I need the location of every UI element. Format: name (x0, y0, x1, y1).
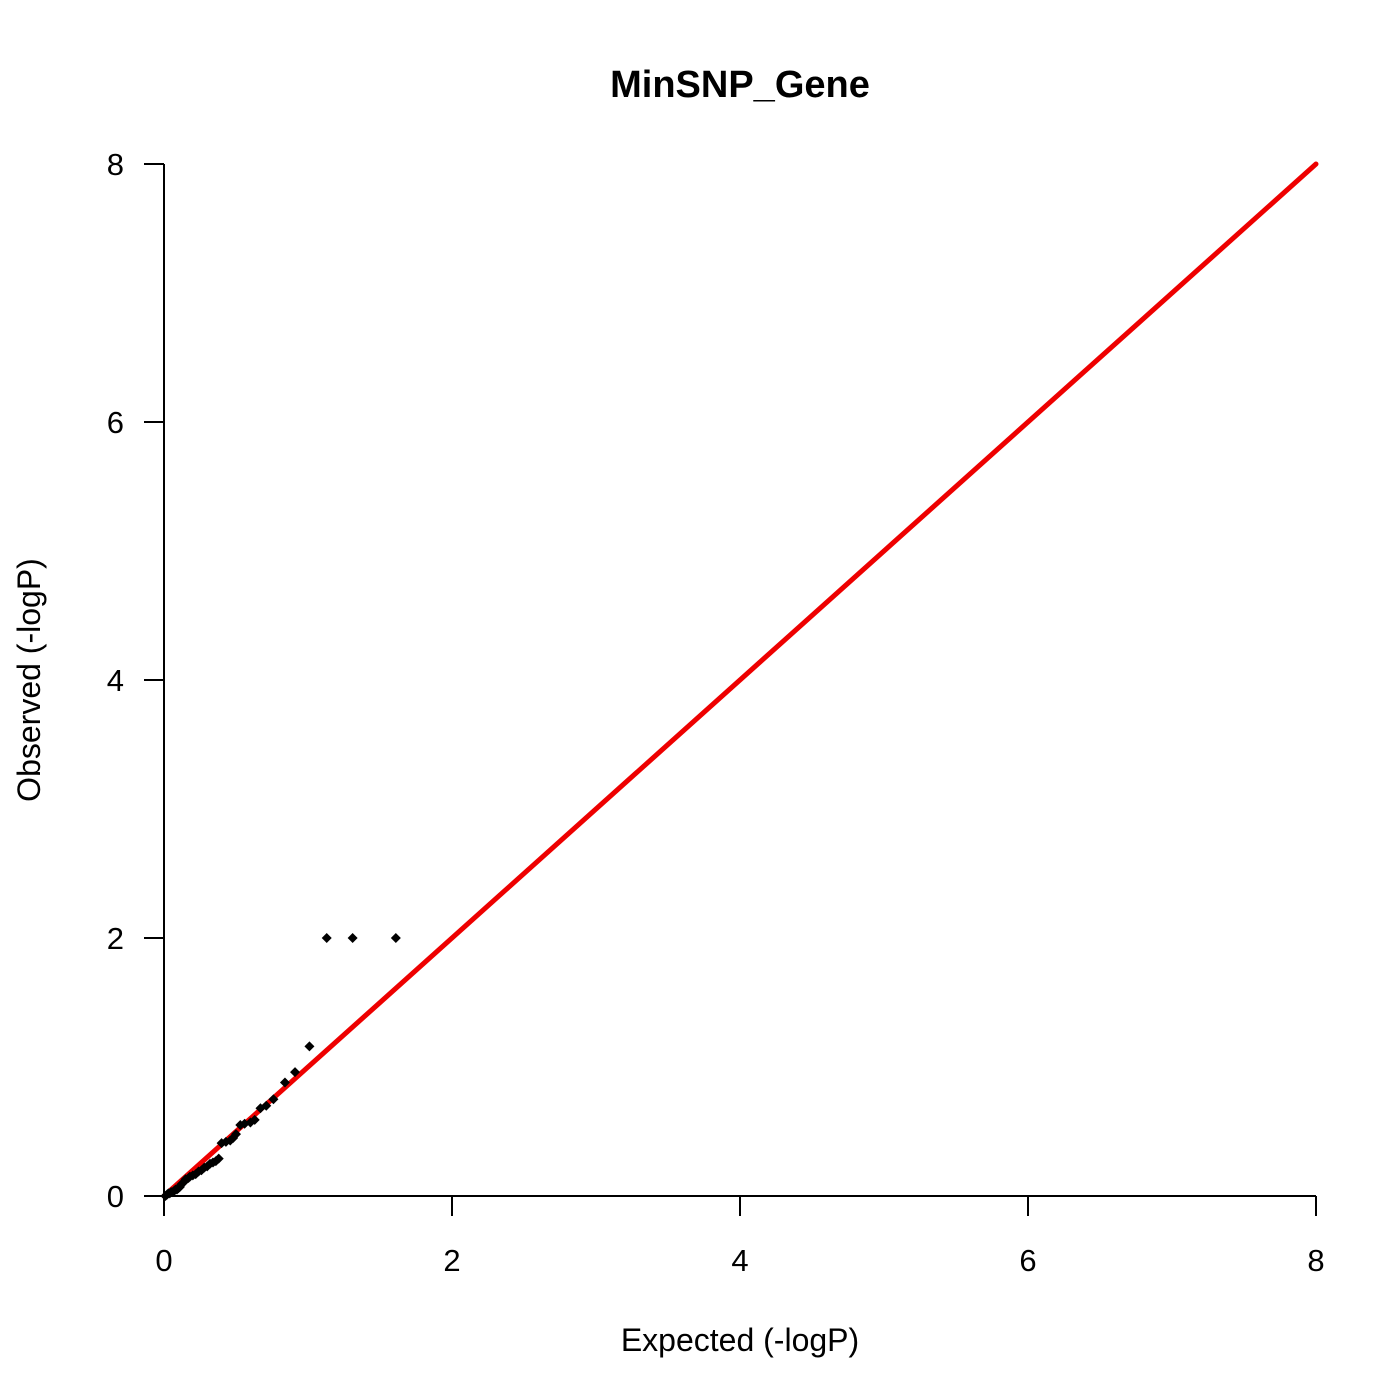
x-tick-label: 6 (1019, 1243, 1036, 1278)
reference-line (161, 161, 1319, 1199)
y-tick-label: 2 (107, 921, 124, 956)
data-point (279, 1077, 290, 1088)
data-point (213, 1153, 224, 1164)
data-point (268, 1094, 279, 1105)
y-tick-label: 0 (107, 1179, 124, 1214)
y-tick-label: 4 (107, 663, 124, 698)
y-ticks: 0 2 4 6 8 (107, 147, 164, 1214)
data-point (390, 933, 401, 943)
x-ticks: 0 2 4 6 8 (155, 1196, 1325, 1278)
x-tick-label: 2 (443, 1243, 460, 1278)
y-tick-label: 8 (107, 147, 124, 182)
data-point (249, 1114, 260, 1125)
data-point (321, 933, 332, 943)
data-point (231, 1129, 241, 1140)
data-point (290, 1067, 301, 1078)
plot-area: 0 2 4 6 8 0 2 4 6 8 (107, 147, 1325, 1278)
chart-title: MinSNP_Gene (610, 64, 870, 106)
x-tick-label: 4 (731, 1243, 748, 1278)
y-axis-label: Observed (-logP) (11, 558, 47, 802)
x-tick-label: 8 (1307, 1243, 1324, 1278)
y-tick-label: 6 (107, 405, 124, 440)
data-point (347, 933, 358, 943)
data-point (304, 1041, 315, 1052)
x-tick-label: 0 (155, 1243, 172, 1278)
data-point (261, 1100, 272, 1111)
data-points (160, 933, 401, 1201)
x-axis-label: Expected (-logP) (621, 1322, 859, 1358)
